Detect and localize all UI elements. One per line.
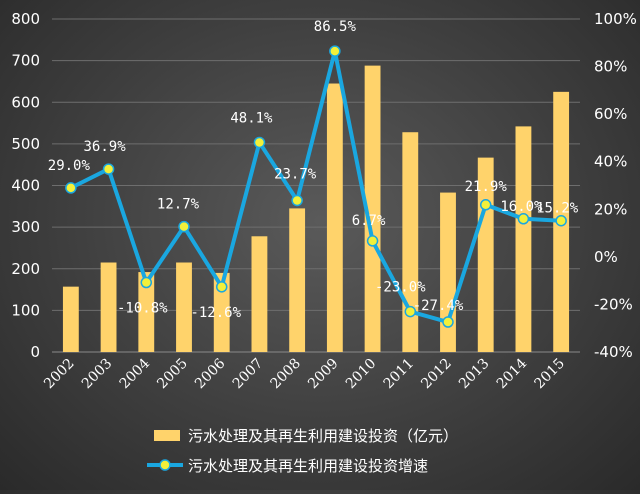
legend-line-marker bbox=[159, 459, 171, 471]
line-marker bbox=[291, 194, 303, 207]
bar bbox=[440, 192, 456, 352]
x-tick-label: 2015 bbox=[531, 356, 568, 393]
legend-bar-swatch bbox=[154, 430, 180, 441]
line-series bbox=[65, 45, 567, 328]
left-tick-label: 800 bbox=[11, 10, 40, 28]
line-marker bbox=[479, 199, 492, 211]
line-marker bbox=[442, 316, 454, 328]
bar bbox=[251, 236, 268, 352]
data-label: -27.4% bbox=[413, 298, 464, 314]
x-tick-label: 2012 bbox=[418, 356, 455, 393]
legend: 污水处理及其再生利用建设投资（亿元） 污水处理及其再生利用建设投资增速 bbox=[147, 427, 458, 475]
line-marker bbox=[404, 305, 417, 318]
right-tick-label: -20% bbox=[594, 295, 633, 313]
x-tick-label: 2010 bbox=[343, 356, 380, 393]
data-label: 12.7% bbox=[157, 197, 200, 213]
bar bbox=[100, 262, 117, 352]
data-labels: 29.0% 36.9% -10.8% 12.7% -12.6% 48.1% 23.7% 86.… bbox=[48, 19, 579, 321]
data-label: 23.7% bbox=[274, 166, 317, 182]
x-tick-label: 2014 bbox=[494, 355, 531, 392]
data-label: 86.5% bbox=[314, 19, 357, 35]
data-label: 21.9% bbox=[465, 179, 508, 195]
left-axis: 0 100 200 300 400 500 600 700 800 bbox=[11, 10, 40, 361]
x-tick-label: 2002 bbox=[41, 356, 78, 393]
line-marker bbox=[178, 220, 190, 233]
x-tick-label: 2003 bbox=[79, 356, 116, 393]
x-tick-label: 2005 bbox=[154, 356, 191, 393]
bar bbox=[364, 65, 381, 353]
line-marker bbox=[215, 281, 228, 293]
bar bbox=[515, 126, 532, 352]
left-tick-label: 400 bbox=[11, 177, 40, 195]
legend-bar-label: 污水处理及其再生利用建设投资（亿元） bbox=[188, 427, 458, 445]
right-tick-label: 60% bbox=[594, 105, 627, 123]
left-tick-label: 700 bbox=[11, 52, 40, 70]
right-tick-label: 80% bbox=[594, 58, 627, 76]
bar bbox=[138, 272, 155, 352]
line-marker bbox=[366, 235, 379, 247]
line-marker bbox=[102, 163, 115, 175]
line-marker bbox=[555, 214, 567, 227]
data-label: 15.2% bbox=[536, 201, 579, 217]
left-tick-label: 500 bbox=[11, 135, 40, 153]
x-tick-label: 2011 bbox=[381, 356, 418, 393]
data-label: 6.7% bbox=[352, 213, 386, 229]
data-label: 29.0% bbox=[48, 158, 91, 174]
left-tick-label: 200 bbox=[11, 260, 40, 278]
bar bbox=[402, 132, 419, 352]
left-tick-label: 100 bbox=[11, 301, 40, 319]
bar bbox=[289, 208, 306, 352]
data-label: 36.9% bbox=[83, 139, 126, 155]
growth-line bbox=[69, 49, 562, 325]
legend-line-label: 污水处理及其再生利用建设投资增速 bbox=[188, 457, 428, 475]
x-tick-label: 2008 bbox=[267, 356, 304, 393]
data-label: 48.1% bbox=[230, 110, 273, 126]
right-tick-label: 100% bbox=[594, 10, 637, 28]
x-tick-label: 2009 bbox=[305, 356, 342, 393]
line-marker bbox=[253, 136, 266, 149]
right-tick-label: -40% bbox=[594, 343, 633, 361]
left-tick-label: 600 bbox=[11, 93, 40, 111]
right-axis: -40% -20% 0% 20% 40% 60% 80% 100% bbox=[594, 10, 637, 361]
left-tick-label: 0 bbox=[30, 343, 40, 361]
right-tick-label: 20% bbox=[594, 200, 627, 218]
left-tick-label: 300 bbox=[11, 218, 40, 236]
x-tick-label: 2007 bbox=[230, 356, 267, 393]
bar bbox=[62, 286, 79, 352]
data-label: -23.0% bbox=[375, 280, 426, 296]
right-tick-label: 40% bbox=[594, 153, 627, 171]
data-label: -10.8% bbox=[117, 301, 168, 317]
data-label: 16.0% bbox=[500, 199, 543, 215]
x-tick-label: 2006 bbox=[192, 355, 229, 392]
line-marker bbox=[517, 213, 530, 225]
x-tick-label: 2004 bbox=[117, 355, 154, 392]
x-tick-label: 2013 bbox=[456, 356, 493, 393]
line-marker bbox=[140, 276, 153, 289]
bar bbox=[176, 262, 192, 352]
bar bbox=[213, 272, 230, 352]
line-marker bbox=[329, 45, 341, 57]
x-axis: 2002 2003 2004 2005 2006 2007 2008 2009 2010 2011… bbox=[41, 355, 568, 392]
right-tick-label: 0% bbox=[594, 248, 618, 266]
line-marker bbox=[65, 182, 77, 194]
bar bbox=[326, 83, 343, 353]
data-label: -12.6% bbox=[190, 305, 241, 321]
